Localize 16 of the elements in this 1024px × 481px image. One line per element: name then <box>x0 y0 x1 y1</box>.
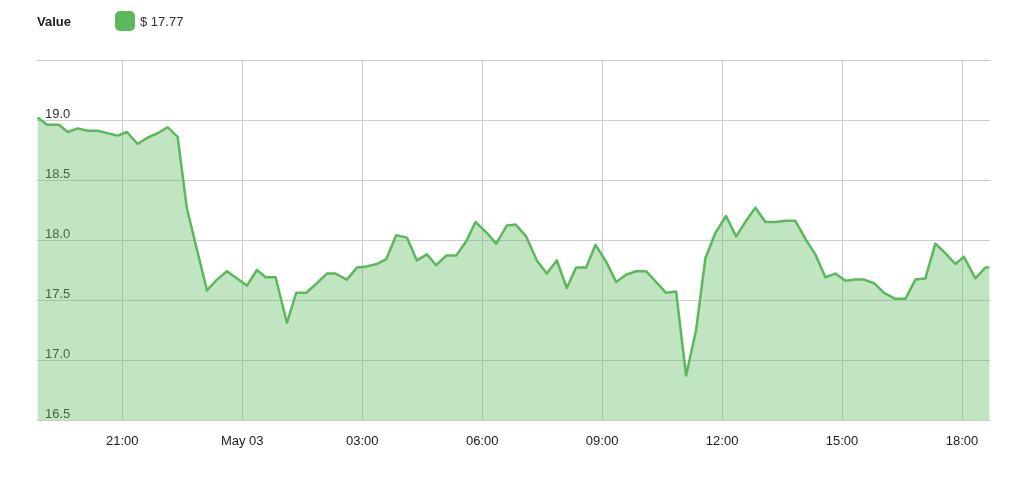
x-tick-label: 21:00 <box>106 433 139 448</box>
x-tick-label: 09:00 <box>585 433 619 448</box>
x-tick-label: 18:00 <box>945 433 979 448</box>
x-tick-label: May 03 <box>220 433 264 448</box>
legend-title: Value <box>37 14 71 29</box>
y-tick-label: 18.0 <box>45 226 71 241</box>
y-tick-label: 17.5 <box>45 286 71 301</box>
x-tick-label: 06:00 <box>465 433 499 448</box>
y-tick-label: 17.0 <box>45 346 71 361</box>
y-tick-label: 18.5 <box>45 166 71 181</box>
y-tick-label: 16.5 <box>45 406 71 421</box>
x-tick-label: 03:00 <box>345 433 379 448</box>
legend-label: $ 17.77 <box>140 13 184 29</box>
x-tick-label: 15:00 <box>825 433 859 448</box>
y-tick-label: 19.0 <box>45 106 71 121</box>
x-tick-label: 12:00 <box>705 433 739 448</box>
